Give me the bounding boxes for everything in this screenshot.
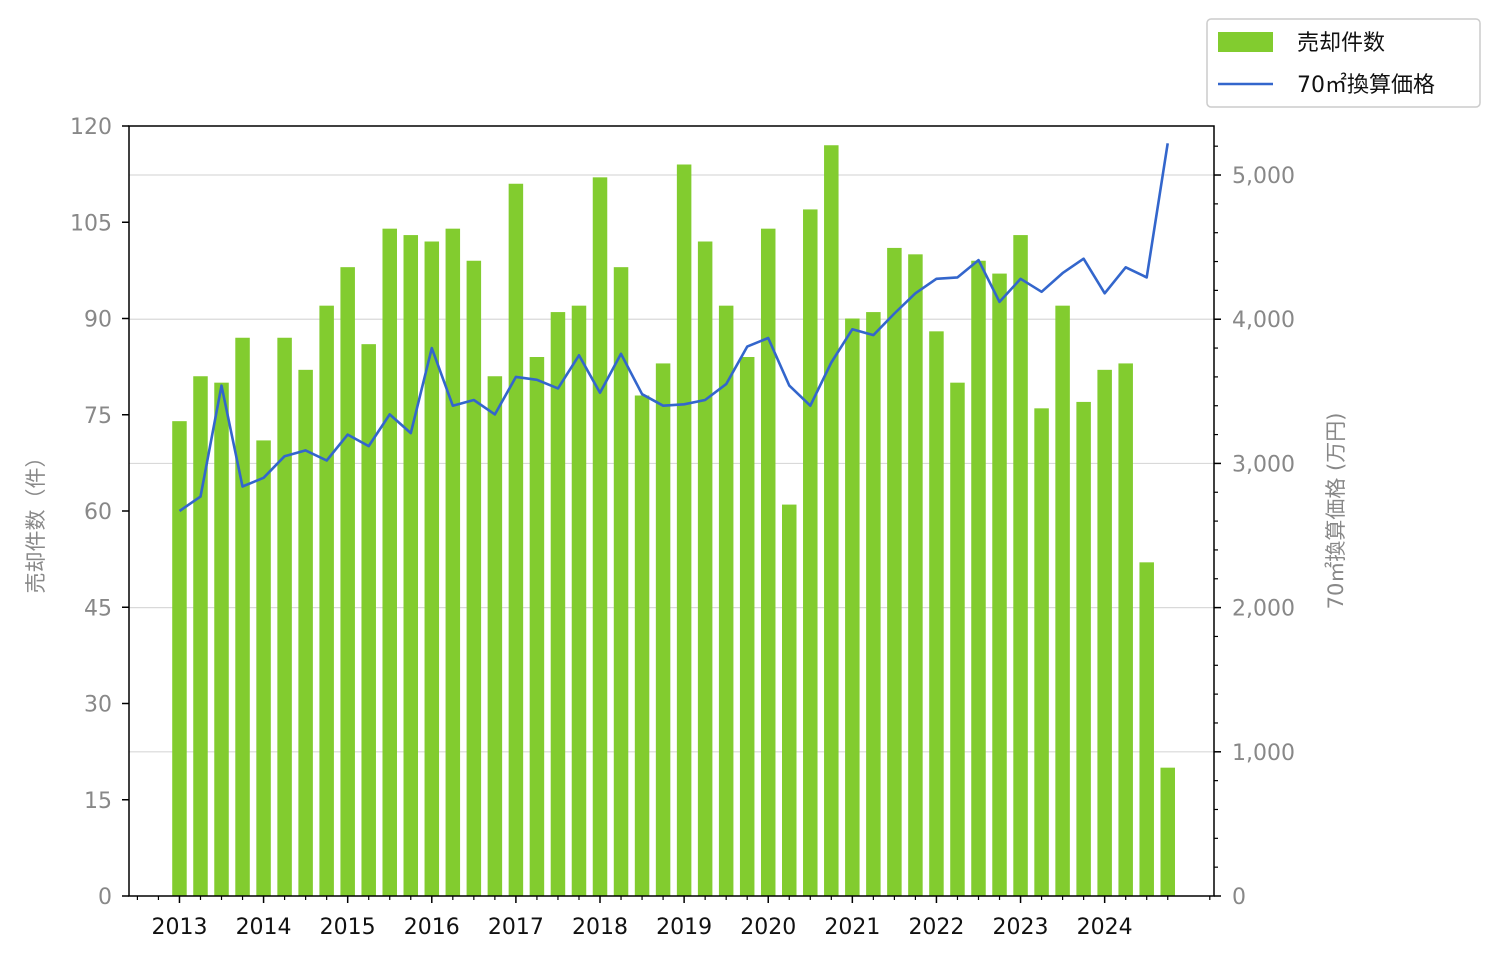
bar <box>235 337 250 896</box>
legend-label-price: 70㎡換算価格 <box>1297 72 1435 98</box>
legend-swatch-bar <box>1218 32 1273 52</box>
bar <box>1139 562 1154 896</box>
y-left-tick-label: 120 <box>70 115 112 140</box>
bar <box>550 312 566 896</box>
bar <box>193 376 208 896</box>
y-axis-left-label: 売却件数（件） <box>24 447 48 594</box>
bar <box>340 267 355 897</box>
bar <box>929 331 944 896</box>
bar <box>697 241 713 896</box>
y-right-tick-label: 2,000 <box>1232 597 1295 622</box>
bar <box>571 305 587 897</box>
y-axis-right-label: 70㎡換算価格 (万円) <box>1324 413 1348 610</box>
legend: 売却件数 70㎡換算価格 <box>1206 18 1481 108</box>
line-series-price <box>178 143 1169 513</box>
bar <box>634 395 650 896</box>
bar <box>319 305 334 897</box>
bar <box>739 357 755 896</box>
axes: 0 15 30 45 60 75 90 105 120 0 1,000 2,000 3,000 4,000… <box>70 115 1295 940</box>
legend-frame <box>1206 18 1481 108</box>
x-tick-label: 2022 <box>908 915 964 940</box>
y-left-tick-label: 60 <box>84 500 112 525</box>
y-left-tick-label: 15 <box>84 789 112 814</box>
bar <box>445 228 461 896</box>
bar <box>214 382 229 897</box>
x-tick-label: 2023 <box>993 915 1049 940</box>
bar <box>908 254 923 897</box>
bar <box>803 209 818 896</box>
bar <box>298 369 313 896</box>
legend-label-sales-count: 売却件数 <box>1297 31 1385 56</box>
bar <box>1160 767 1175 896</box>
bar <box>382 228 397 896</box>
y-right-tick-label: 1,000 <box>1232 741 1295 766</box>
bar <box>1034 408 1049 896</box>
x-tick-label: 2021 <box>824 915 880 940</box>
bar <box>361 344 376 897</box>
bar <box>676 164 692 896</box>
y-right-tick-label: 4,000 <box>1232 308 1295 333</box>
y-right-tick-label: 3,000 <box>1232 452 1295 477</box>
bar <box>466 260 482 896</box>
y-left-tick-label: 75 <box>84 404 112 429</box>
bar <box>718 305 734 897</box>
bar <box>277 337 292 896</box>
bar <box>1097 369 1112 896</box>
x-tick-label: 2020 <box>740 915 796 940</box>
bar <box>424 241 440 896</box>
bar <box>403 235 419 897</box>
x-tick-label: 2014 <box>236 915 292 940</box>
price-line <box>178 143 1169 513</box>
bar <box>992 273 1007 896</box>
bar <box>971 260 986 896</box>
bar <box>824 145 839 896</box>
x-tick-label: 2016 <box>404 915 460 940</box>
bar <box>172 421 187 896</box>
bar <box>887 247 902 896</box>
bar <box>256 440 271 896</box>
bar <box>613 267 629 897</box>
bar <box>866 312 881 896</box>
bar <box>845 318 860 896</box>
bar <box>760 228 776 896</box>
x-tick-label: 2019 <box>656 915 712 940</box>
bar <box>487 376 503 896</box>
y-left-tick-label: 30 <box>84 693 112 718</box>
x-tick-label: 2024 <box>1077 915 1133 940</box>
bar <box>950 382 965 897</box>
bar-series-sales-count <box>172 145 1175 897</box>
bar <box>592 177 608 897</box>
bar <box>1013 235 1028 897</box>
y-right-tick-label: 5,000 <box>1232 164 1295 189</box>
x-tick-label: 2013 <box>151 915 207 940</box>
y-left-tick-label: 105 <box>70 211 112 236</box>
bar <box>1118 363 1133 897</box>
bar <box>782 504 797 896</box>
x-tick-label: 2017 <box>488 915 544 940</box>
bar <box>508 183 524 896</box>
bar <box>655 363 671 897</box>
y-left-tick-label: 0 <box>98 885 112 910</box>
bar <box>1055 305 1070 897</box>
y-left-tick-label: 90 <box>84 308 112 333</box>
bar <box>529 357 545 896</box>
bar <box>1076 401 1091 896</box>
x-tick-label: 2015 <box>320 915 376 940</box>
x-tick-label: 2018 <box>572 915 628 940</box>
y-right-tick-label: 0 <box>1232 885 1246 910</box>
y-left-tick-label: 45 <box>84 596 112 621</box>
